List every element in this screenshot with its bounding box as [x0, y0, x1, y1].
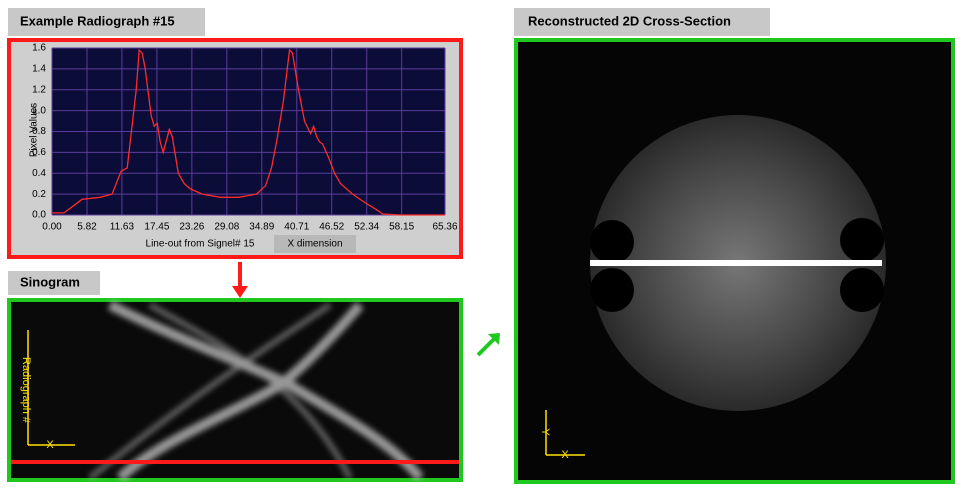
x-tick-label: 11.63 [110, 222, 135, 233]
y-tick-label: 0.2 [32, 189, 46, 200]
axis-label: Y [539, 428, 551, 436]
x-tick-label: 5.82 [77, 222, 97, 233]
x-tick-label: 46.52 [319, 222, 344, 233]
hole [840, 268, 884, 312]
x-tick-label: 0.00 [42, 222, 62, 233]
figure: Example Radiograph #15 Sinogram Reconstr… [0, 0, 955, 484]
axis-label: X [46, 439, 54, 451]
axis-label: Radiograph # [20, 357, 32, 424]
arrow-head [232, 286, 248, 298]
y-axis-label: Pixel Values [29, 103, 40, 157]
arrow [478, 339, 494, 355]
y-tick-label: 1.6 [32, 43, 46, 54]
x-tick-label: 65.36 [432, 222, 457, 233]
hole [590, 268, 634, 312]
y-tick-label: 0.4 [32, 168, 46, 179]
panel-title: Sinogram [20, 274, 80, 289]
x-tick-label: 29.08 [214, 222, 239, 233]
x-tick-label: 23.26 [179, 222, 204, 233]
x-tick-label: 58.15 [389, 222, 414, 233]
panel-title: Reconstructed 2D Cross-Section [528, 13, 731, 28]
y-tick-label: 0.0 [32, 210, 46, 221]
x-tick-label: 34.89 [249, 222, 274, 233]
hole [840, 218, 884, 262]
x-tick-label: 17.45 [144, 222, 169, 233]
x-axis-label: Line-out from Signel# 15 [146, 239, 255, 250]
panel-title: Example Radiograph #15 [20, 13, 175, 28]
hole [590, 220, 634, 264]
y-tick-label: 1.4 [32, 64, 46, 75]
x-tick-label: 52.34 [354, 222, 379, 233]
y-tick-label: 1.2 [32, 84, 46, 95]
x-tick-label: 40.71 [284, 222, 309, 233]
button-label: X dimension [287, 239, 342, 250]
bright-band [590, 260, 882, 266]
axis-label: X [561, 449, 569, 461]
